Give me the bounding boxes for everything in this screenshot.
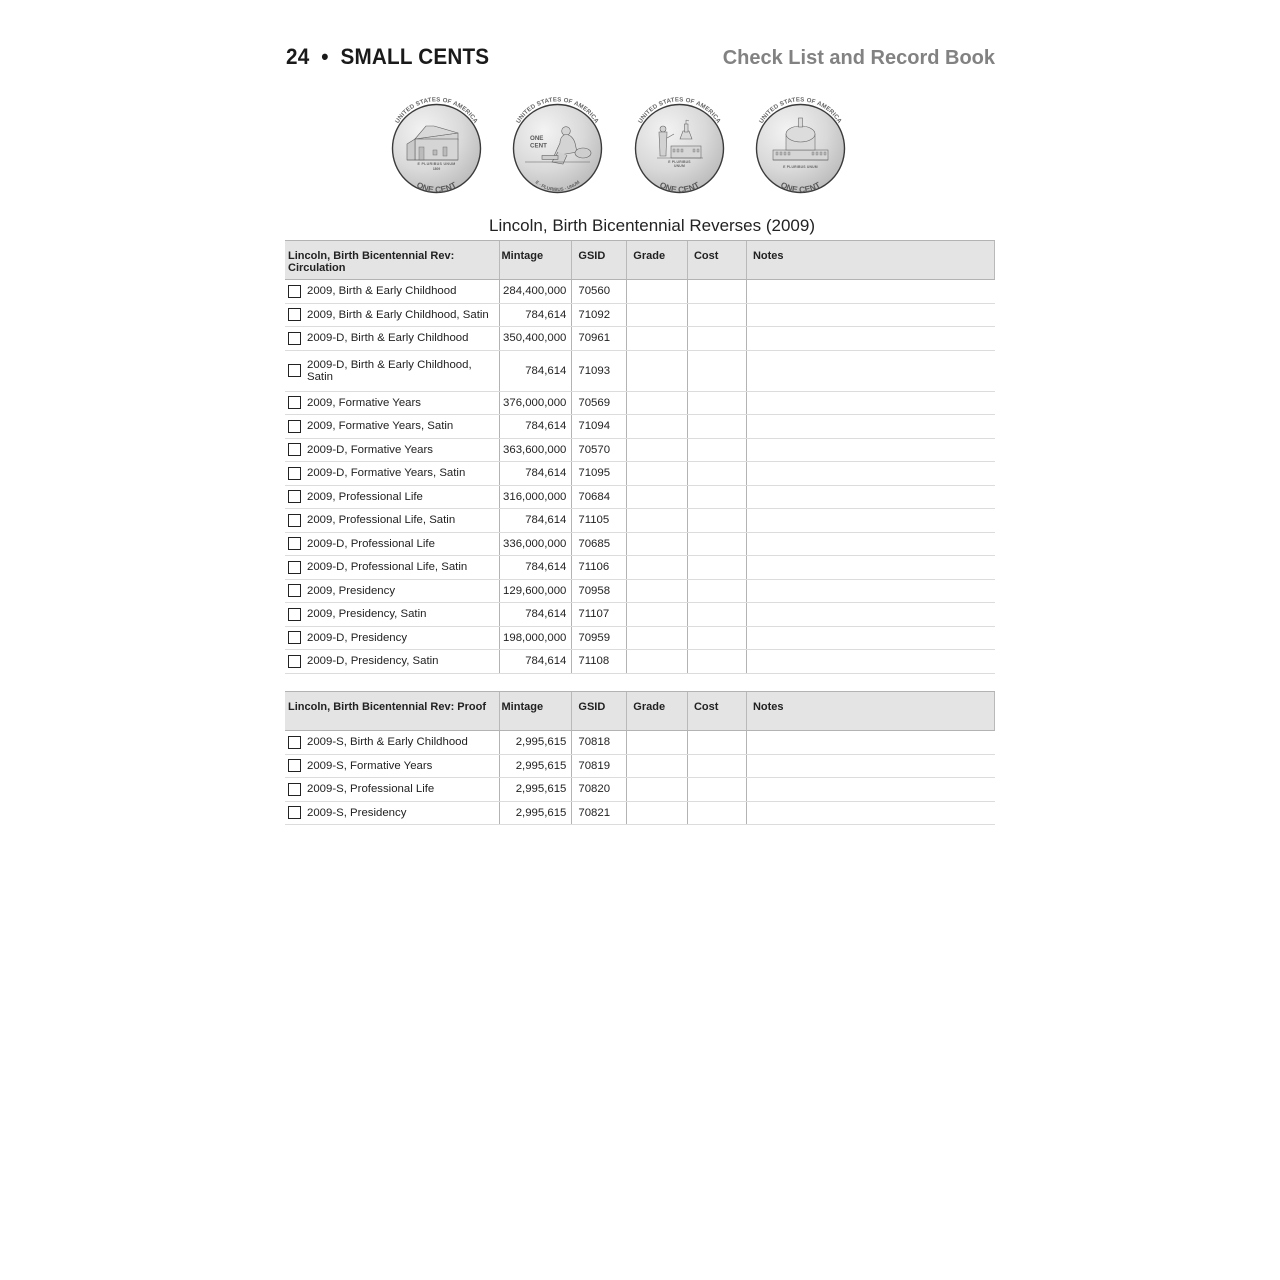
svg-text:CENT: CENT [530,143,547,150]
svg-text:E PLURIBUS UNUM: E PLURIBUS UNUM [783,165,818,169]
svg-text:ONE: ONE [530,135,543,142]
svg-text:E PLURIBUS UNUM: E PLURIBUS UNUM [417,162,455,166]
svg-text:1809: 1809 [433,167,441,171]
svg-text:UNUM: UNUM [674,164,685,168]
